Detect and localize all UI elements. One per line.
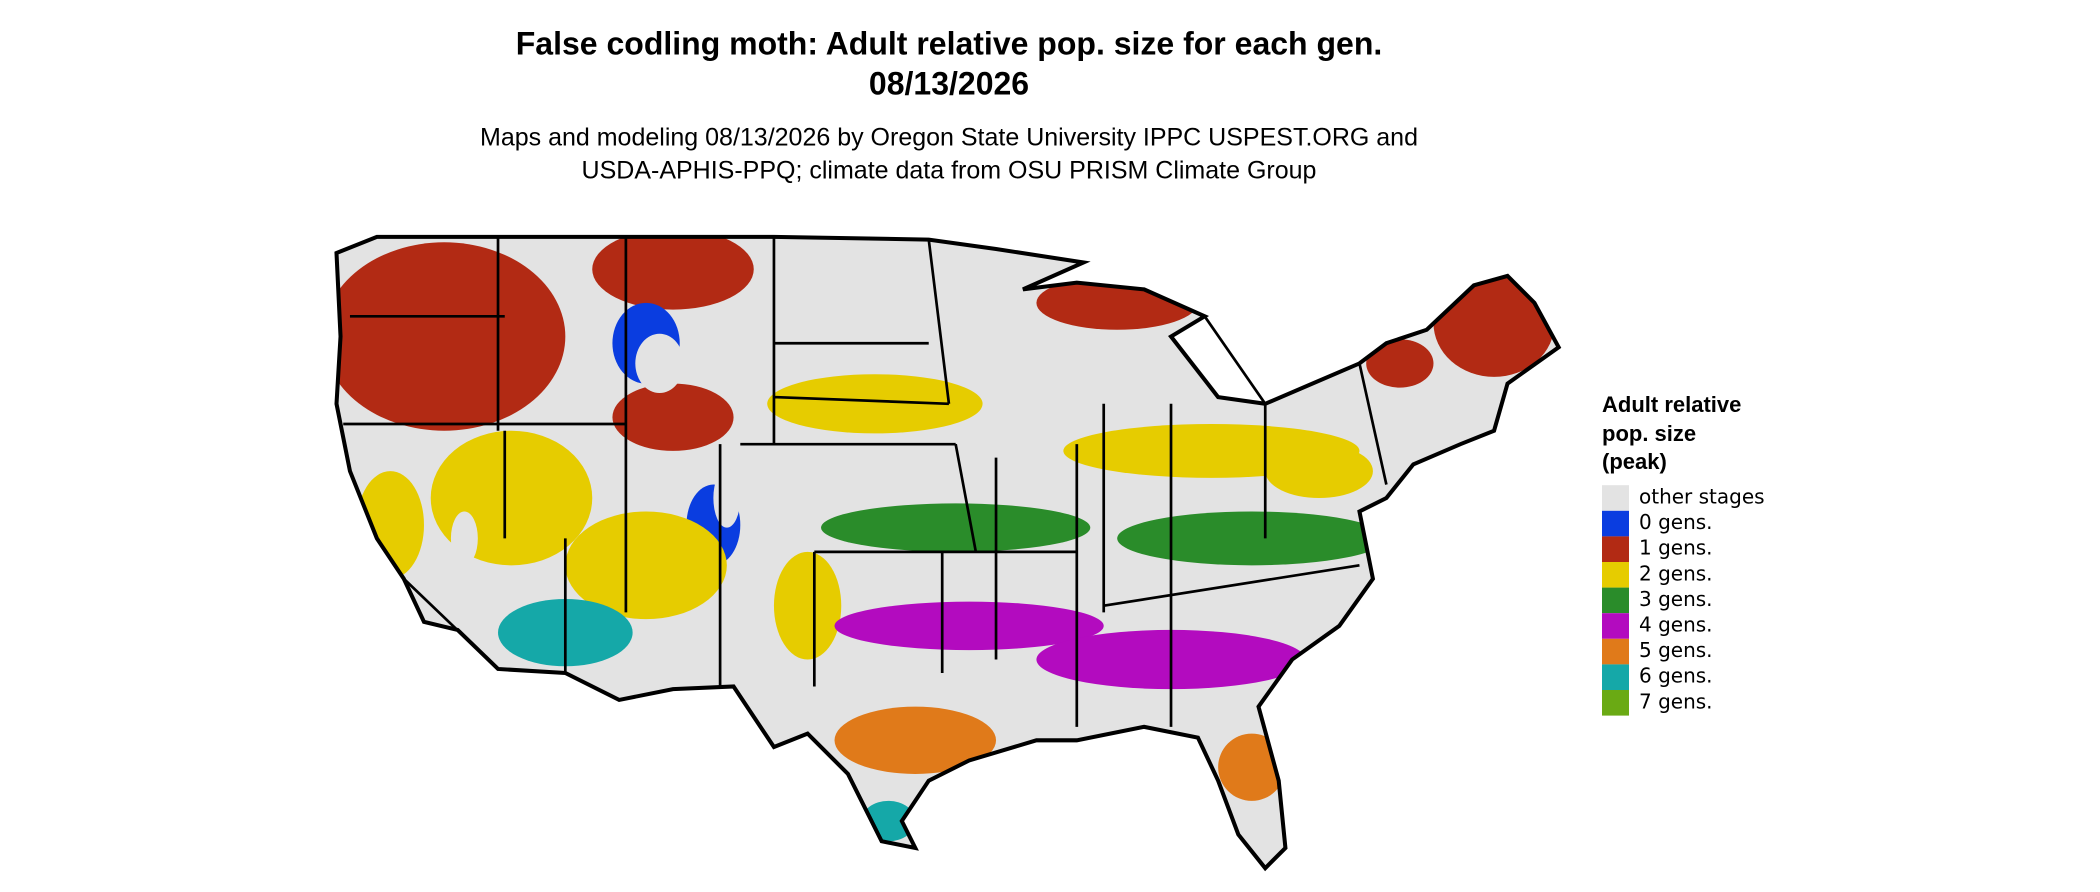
zone (635, 333, 684, 394)
state-borders (343, 236, 1388, 727)
subtitle: Maps and modeling 08/13/2026 by Oregon S… (480, 124, 1418, 152)
title: False codling moth: Adult relative pop. … (516, 25, 1383, 61)
legend-swatch (1602, 613, 1629, 639)
legend-swatch (1602, 510, 1629, 537)
legend-swatch (1602, 485, 1629, 511)
legend-swatch (1602, 638, 1629, 665)
zone (1265, 444, 1373, 499)
us-map (323, 229, 1575, 875)
legend-swatch (1602, 587, 1629, 614)
legend-title: pop. size (1602, 421, 1696, 446)
legend-swatch (1602, 690, 1629, 716)
legend-label: 7 gens. (1639, 689, 1713, 713)
zone (336, 242, 566, 431)
legend-swatch (1602, 664, 1629, 690)
zone (592, 236, 754, 310)
zone (834, 706, 997, 774)
zone (356, 471, 424, 579)
zone (450, 511, 478, 566)
zone (767, 374, 983, 434)
legend-label: 5 gens. (1639, 638, 1713, 662)
zone (773, 551, 842, 660)
zone (612, 383, 734, 451)
legend-label: other stages (1639, 485, 1765, 509)
legend-title: (peak) (1602, 449, 1667, 474)
zone (834, 601, 1104, 651)
legend: Adult relative pop. size (peak) other st… (1602, 392, 1765, 716)
legend-label: 6 gens. (1639, 664, 1713, 688)
zone (565, 511, 727, 620)
subtitle: USDA-APHIS-PPQ; climate data from OSU PR… (582, 157, 1317, 185)
zone (821, 503, 1091, 552)
legend-title: Adult relative (1602, 392, 1741, 417)
zone (713, 468, 741, 528)
legend-label: 4 gens. (1639, 613, 1713, 637)
zone (1366, 339, 1434, 388)
legend-label: 0 gens. (1639, 510, 1713, 534)
legend-swatch (1602, 562, 1629, 588)
legend-swatch (1602, 536, 1629, 562)
legend-label: 2 gens. (1639, 561, 1713, 585)
legend-label: 1 gens. (1639, 536, 1713, 560)
legend-label: 3 gens. (1639, 587, 1713, 611)
title: 08/13/2026 (869, 65, 1029, 101)
zone (1117, 511, 1387, 566)
